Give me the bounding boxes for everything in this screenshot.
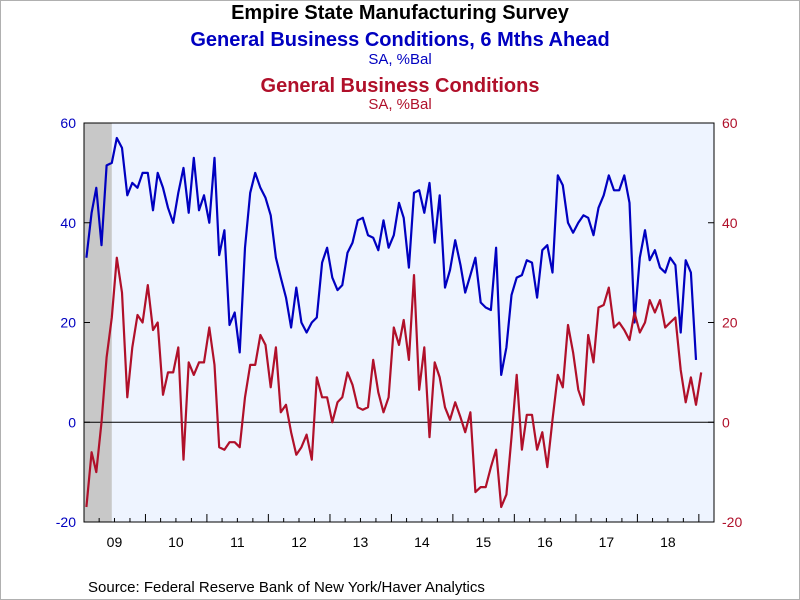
plot-area <box>84 123 714 522</box>
x-tick-label: 11 <box>230 534 245 550</box>
x-tick-label: 09 <box>107 534 123 550</box>
y-right-tick-label: 40 <box>722 215 738 231</box>
x-tick-label: 17 <box>599 534 615 550</box>
subtitle-6mths-ahead-units: SA, %Bal <box>368 51 432 68</box>
y-left-tick-label: 40 <box>60 215 76 231</box>
x-tick-label: 14 <box>414 534 430 550</box>
y-right-tick-label: 0 <box>722 414 730 430</box>
source-note: Source: Federal Reserve Bank of New York… <box>88 579 485 596</box>
subtitle-6mths-ahead: General Business Conditions, 6 Mths Ahea… <box>190 29 610 51</box>
series-line-6mths-ahead <box>85 136 698 376</box>
y-left-tick-label: 0 <box>68 414 76 430</box>
y-right-tick-label: 60 <box>722 115 738 131</box>
subtitle-current-units: SA, %Bal <box>368 96 432 113</box>
y-left-tick-label: 20 <box>60 315 76 331</box>
chart-title: Empire State Manufacturing Survey <box>231 2 569 24</box>
y-right-tick-label: 20 <box>722 315 738 331</box>
y-right-tick-label: -20 <box>722 514 742 530</box>
x-tick-label: 18 <box>660 534 676 550</box>
subtitle-current: General Business Conditions <box>260 75 540 97</box>
series-line-current <box>85 256 703 509</box>
x-tick-label: 10 <box>168 534 184 550</box>
x-tick-label: 12 <box>291 534 307 550</box>
x-tick-label: 16 <box>537 534 553 550</box>
y-left-tick-label: 60 <box>60 115 76 131</box>
x-tick-label: 13 <box>353 534 369 550</box>
x-tick-label: 15 <box>476 534 492 550</box>
y-left-tick-label: -20 <box>56 514 76 530</box>
